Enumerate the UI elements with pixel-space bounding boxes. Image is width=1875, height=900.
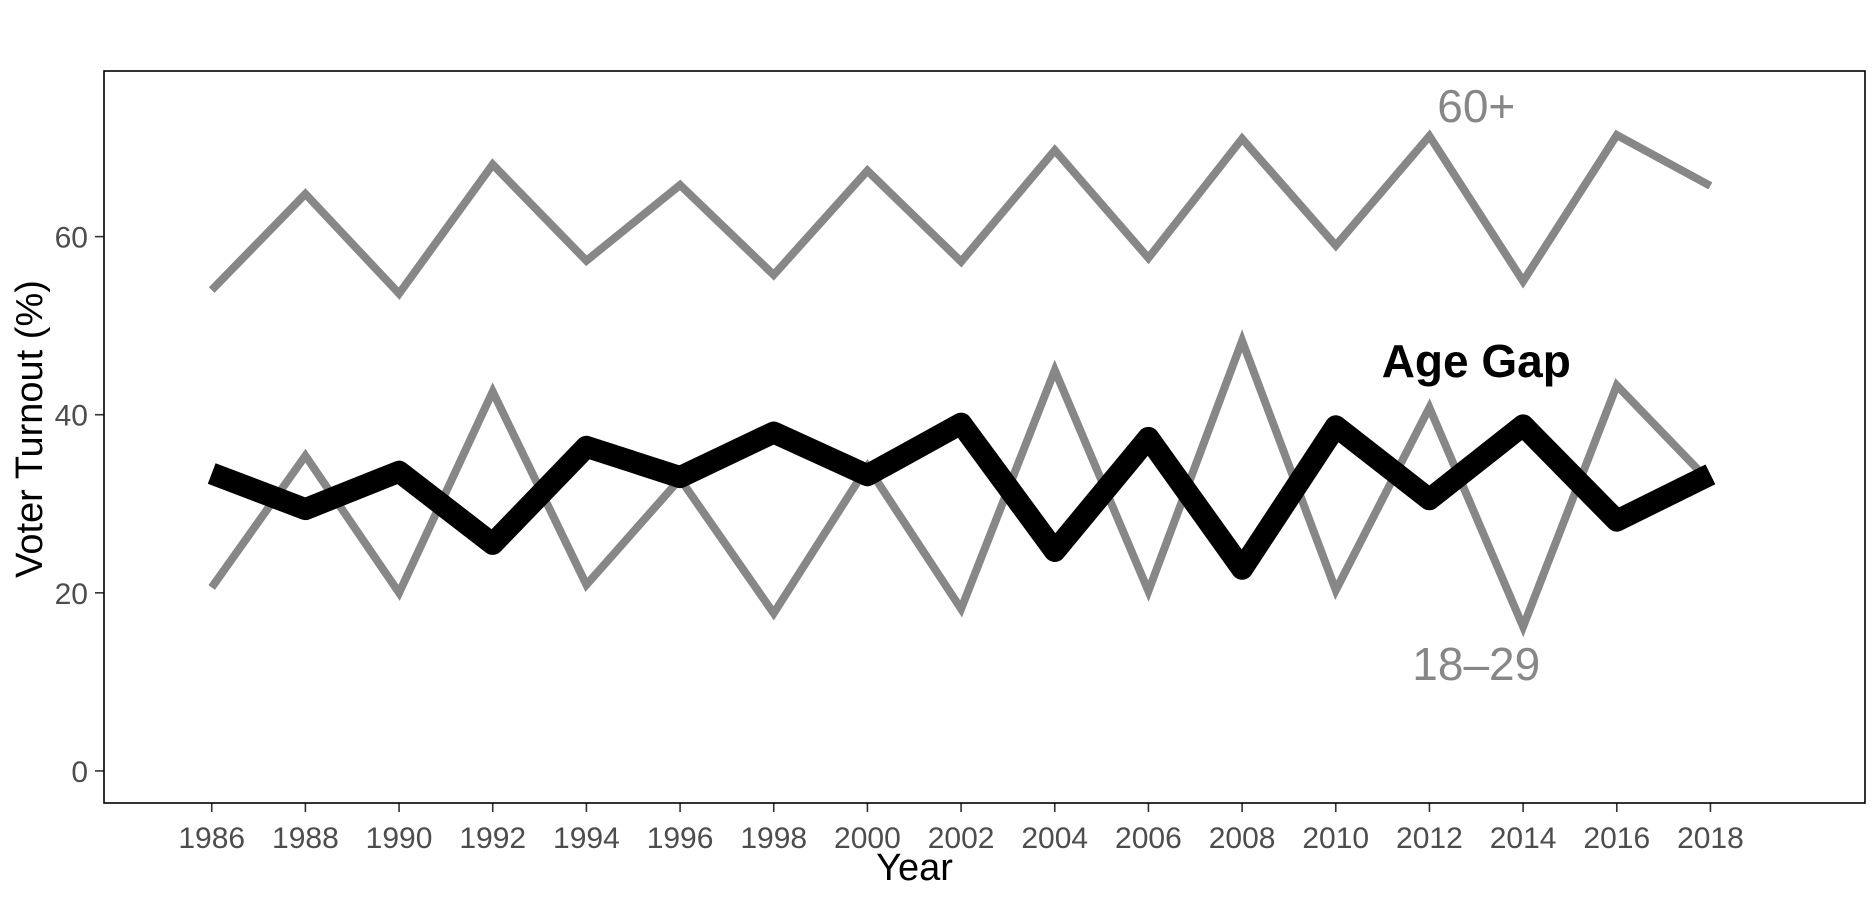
series-label-18-29: 18–29 <box>1412 638 1540 690</box>
series-line-60-plus <box>208 129 1713 300</box>
x-tick-label: 1988 <box>272 822 339 855</box>
x-tick-label: 2014 <box>1490 822 1557 855</box>
y-axis-title: Voter Turnout (%) <box>9 280 51 578</box>
y-tick-label: 0 <box>71 756 88 789</box>
x-axis-title: Year <box>876 847 953 889</box>
series-line-age-gap <box>207 412 1716 580</box>
axis-ticks: 1986 1988 1990 1992 1994 1996 1998 2000 2002 2004… <box>55 222 1744 855</box>
x-tick-label: 2004 <box>1021 822 1088 855</box>
series-label-age-gap: Age Gap <box>1382 335 1571 387</box>
series-label-60-plus: 60+ <box>1437 80 1515 132</box>
x-tick-label: 2006 <box>1115 822 1182 855</box>
x-tick-label: 2002 <box>928 822 995 855</box>
x-tick-label: 2010 <box>1302 822 1369 855</box>
x-tick-label: 2008 <box>1209 822 1276 855</box>
x-tick-label: 1986 <box>178 822 245 855</box>
series-lines <box>207 129 1716 638</box>
x-tick-label: 1990 <box>366 822 433 855</box>
x-tick-label: 2000 <box>834 822 901 855</box>
y-tick-label: 40 <box>55 400 88 433</box>
y-tick-label: 20 <box>55 578 88 611</box>
x-tick-label: 2016 <box>1583 822 1650 855</box>
x-tick-label: 2012 <box>1396 822 1463 855</box>
x-tick-label: 1998 <box>740 822 807 855</box>
x-tick-label: 2018 <box>1677 822 1744 855</box>
y-tick-label: 60 <box>55 222 88 255</box>
x-tick-label: 1994 <box>553 822 620 855</box>
x-tick-label: 1996 <box>647 822 714 855</box>
x-tick-label: 1992 <box>459 822 526 855</box>
plot-panel-border <box>103 70 1866 804</box>
